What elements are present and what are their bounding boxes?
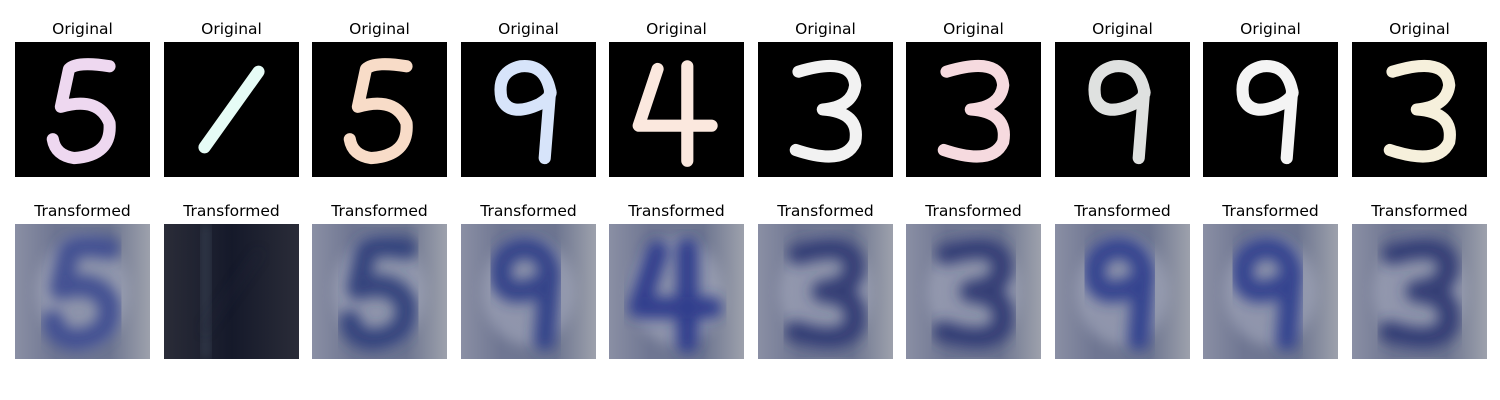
original-panel-3: Original <box>312 16 447 177</box>
original-panel-6: Original <box>758 16 893 177</box>
transformed-digit-image-2 <box>164 224 299 359</box>
original-digit-image-6 <box>758 42 893 177</box>
panel-title: Transformed <box>331 202 428 220</box>
panel-image <box>1352 224 1487 359</box>
original-digit-image-7 <box>906 42 1041 177</box>
original-row: Original Original Original Original Original… <box>0 16 1500 196</box>
panel-image <box>15 224 150 359</box>
panel-title: Transformed <box>1371 202 1468 220</box>
transformed-digit-image-10 <box>1352 224 1487 359</box>
original-digit-image-2 <box>164 42 299 177</box>
original-panel-8: Original <box>1055 16 1190 177</box>
panel-image <box>906 224 1041 359</box>
original-digit-image-8 <box>1055 42 1190 177</box>
transformed-panel-3: Transformed <box>312 198 447 359</box>
transformed-panel-5: Transformed <box>609 198 744 359</box>
transformed-panel-2: Transformed <box>164 198 299 359</box>
panel-title: Transformed <box>925 202 1022 220</box>
panel-title: Original <box>1389 20 1450 38</box>
panel-title: Original <box>795 20 856 38</box>
panel-image <box>1203 224 1338 359</box>
transformed-digit-image-6 <box>758 224 893 359</box>
panel-title: Transformed <box>777 202 874 220</box>
transformed-digit-image-3 <box>312 224 447 359</box>
transformed-row: Transformed Transformed Transformed Transfo… <box>0 198 1500 378</box>
panel-image <box>1055 224 1190 359</box>
panel-image <box>609 224 744 359</box>
transformed-panel-8: Transformed <box>1055 198 1190 359</box>
transformed-panel-9: Transformed <box>1203 198 1338 359</box>
original-digit-image-3 <box>312 42 447 177</box>
panel-title: Transformed <box>1222 202 1319 220</box>
transformed-digit-image-5 <box>609 224 744 359</box>
panel-image <box>906 42 1041 177</box>
panel-title: Original <box>943 20 1004 38</box>
panel-image <box>1055 42 1190 177</box>
panel-title: Original <box>646 20 707 38</box>
transformed-panel-7: Transformed <box>906 198 1041 359</box>
transformed-panel-4: Transformed <box>461 198 596 359</box>
original-panel-10: Original <box>1352 16 1487 177</box>
panel-image <box>758 224 893 359</box>
original-panel-1: Original <box>15 16 150 177</box>
panel-title: Original <box>498 20 559 38</box>
panel-image <box>15 42 150 177</box>
panel-title: Transformed <box>183 202 280 220</box>
original-panel-5: Original <box>609 16 744 177</box>
original-panel-9: Original <box>1203 16 1338 177</box>
transformed-panel-1: Transformed <box>15 198 150 359</box>
panel-image <box>312 42 447 177</box>
panel-image <box>164 224 299 359</box>
panel-title: Original <box>1092 20 1153 38</box>
panel-title: Transformed <box>1074 202 1171 220</box>
panel-title: Original <box>201 20 262 38</box>
panel-image <box>1352 42 1487 177</box>
transformed-digit-image-7 <box>906 224 1041 359</box>
panel-image <box>164 42 299 177</box>
transformed-panel-6: Transformed <box>758 198 893 359</box>
transformed-panel-10: Transformed <box>1352 198 1487 359</box>
original-digit-image-5 <box>609 42 744 177</box>
panel-image <box>461 224 596 359</box>
panel-title: Original <box>52 20 113 38</box>
panel-title: Transformed <box>480 202 577 220</box>
panel-image <box>758 42 893 177</box>
original-digit-image-9 <box>1203 42 1338 177</box>
panel-title: Transformed <box>34 202 131 220</box>
original-digit-image-1 <box>15 42 150 177</box>
original-panel-7: Original <box>906 16 1041 177</box>
original-digit-image-4 <box>461 42 596 177</box>
panel-image <box>312 224 447 359</box>
panel-title: Original <box>1240 20 1301 38</box>
original-panel-4: Original <box>461 16 596 177</box>
panel-image <box>609 42 744 177</box>
panel-image <box>1203 42 1338 177</box>
transformed-digit-image-4 <box>461 224 596 359</box>
transformed-digit-image-8 <box>1055 224 1190 359</box>
panel-title: Transformed <box>628 202 725 220</box>
transformed-digit-image-9 <box>1203 224 1338 359</box>
panel-title: Original <box>349 20 410 38</box>
panel-image <box>461 42 596 177</box>
original-panel-2: Original <box>164 16 299 177</box>
transformed-digit-image-1 <box>15 224 150 359</box>
original-digit-image-10 <box>1352 42 1487 177</box>
